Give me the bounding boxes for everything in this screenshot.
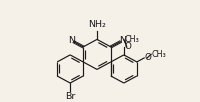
Text: N: N (68, 36, 75, 45)
Text: CH₃: CH₃ (152, 50, 166, 59)
Text: Br: Br (65, 92, 75, 101)
Text: CH₃: CH₃ (124, 35, 139, 44)
Text: O: O (124, 42, 131, 51)
Text: O: O (145, 53, 152, 62)
Text: NH₂: NH₂ (88, 20, 106, 29)
Text: N: N (119, 36, 126, 45)
